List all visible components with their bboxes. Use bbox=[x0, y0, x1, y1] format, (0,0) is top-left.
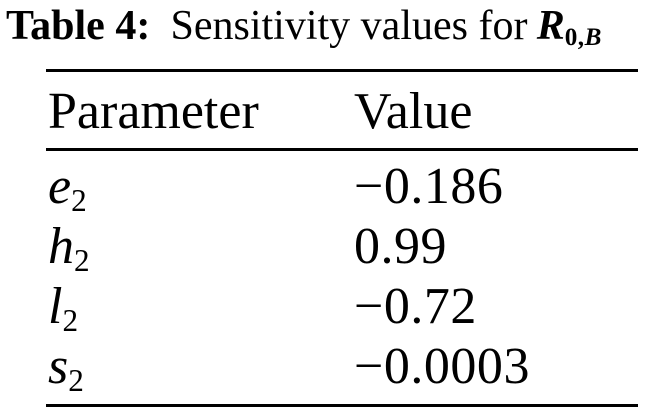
parameter-cell: s2 bbox=[46, 337, 354, 399]
table-caption: Table 4: Sensitivity values for R0,B bbox=[6, 1, 602, 53]
caption-symbol-R: R bbox=[536, 3, 565, 49]
parameter-cell: l2 bbox=[46, 277, 354, 339]
parameter-symbol: h bbox=[48, 218, 74, 275]
sensitivity-table: Parameter Value e2 −0.186 h2 0.99 l2 −0.… bbox=[46, 69, 638, 407]
parameter-subscript: 2 bbox=[71, 183, 87, 219]
table-bottom-rule bbox=[46, 404, 638, 407]
parameter-subscript: 2 bbox=[62, 303, 79, 339]
table-header-rule bbox=[46, 148, 638, 151]
table-row: l2 −0.72 bbox=[46, 277, 638, 339]
parameter-cell: h2 bbox=[46, 217, 354, 279]
parameter-symbol: e bbox=[48, 158, 72, 215]
value-cell: 0.99 bbox=[354, 218, 448, 275]
column-header-parameter: Parameter bbox=[48, 83, 259, 140]
caption-subscript-letter: B bbox=[584, 24, 602, 52]
value-cell: −0.186 bbox=[354, 158, 504, 215]
value-cell: −0.72 bbox=[354, 278, 477, 335]
parameter-symbol: s bbox=[48, 338, 69, 395]
table-header-row: Parameter Value bbox=[46, 72, 638, 148]
caption-label: Table 4: bbox=[6, 3, 151, 49]
table-row: h2 0.99 bbox=[46, 217, 638, 279]
column-header-value: Value bbox=[354, 83, 473, 140]
caption-math-symbol: R0,B bbox=[536, 3, 602, 51]
caption-text: Sensitivity values for bbox=[170, 3, 528, 49]
table-row: s2 −0.0003 bbox=[46, 337, 638, 399]
table-body: e2 −0.186 h2 0.99 l2 −0.72 s2 −0.0003 bbox=[46, 151, 638, 404]
caption-symbol-subscript: 0,B bbox=[565, 24, 602, 51]
caption-subscript-number: 0, bbox=[564, 24, 585, 52]
table-top-rule bbox=[46, 69, 638, 72]
parameter-subscript: 2 bbox=[74, 243, 90, 279]
parameter-cell: e2 bbox=[46, 157, 354, 219]
parameter-symbol: l bbox=[48, 278, 63, 335]
table-row: e2 −0.186 bbox=[46, 157, 638, 219]
value-cell: −0.0003 bbox=[354, 338, 530, 395]
parameter-subscript: 2 bbox=[68, 363, 84, 399]
